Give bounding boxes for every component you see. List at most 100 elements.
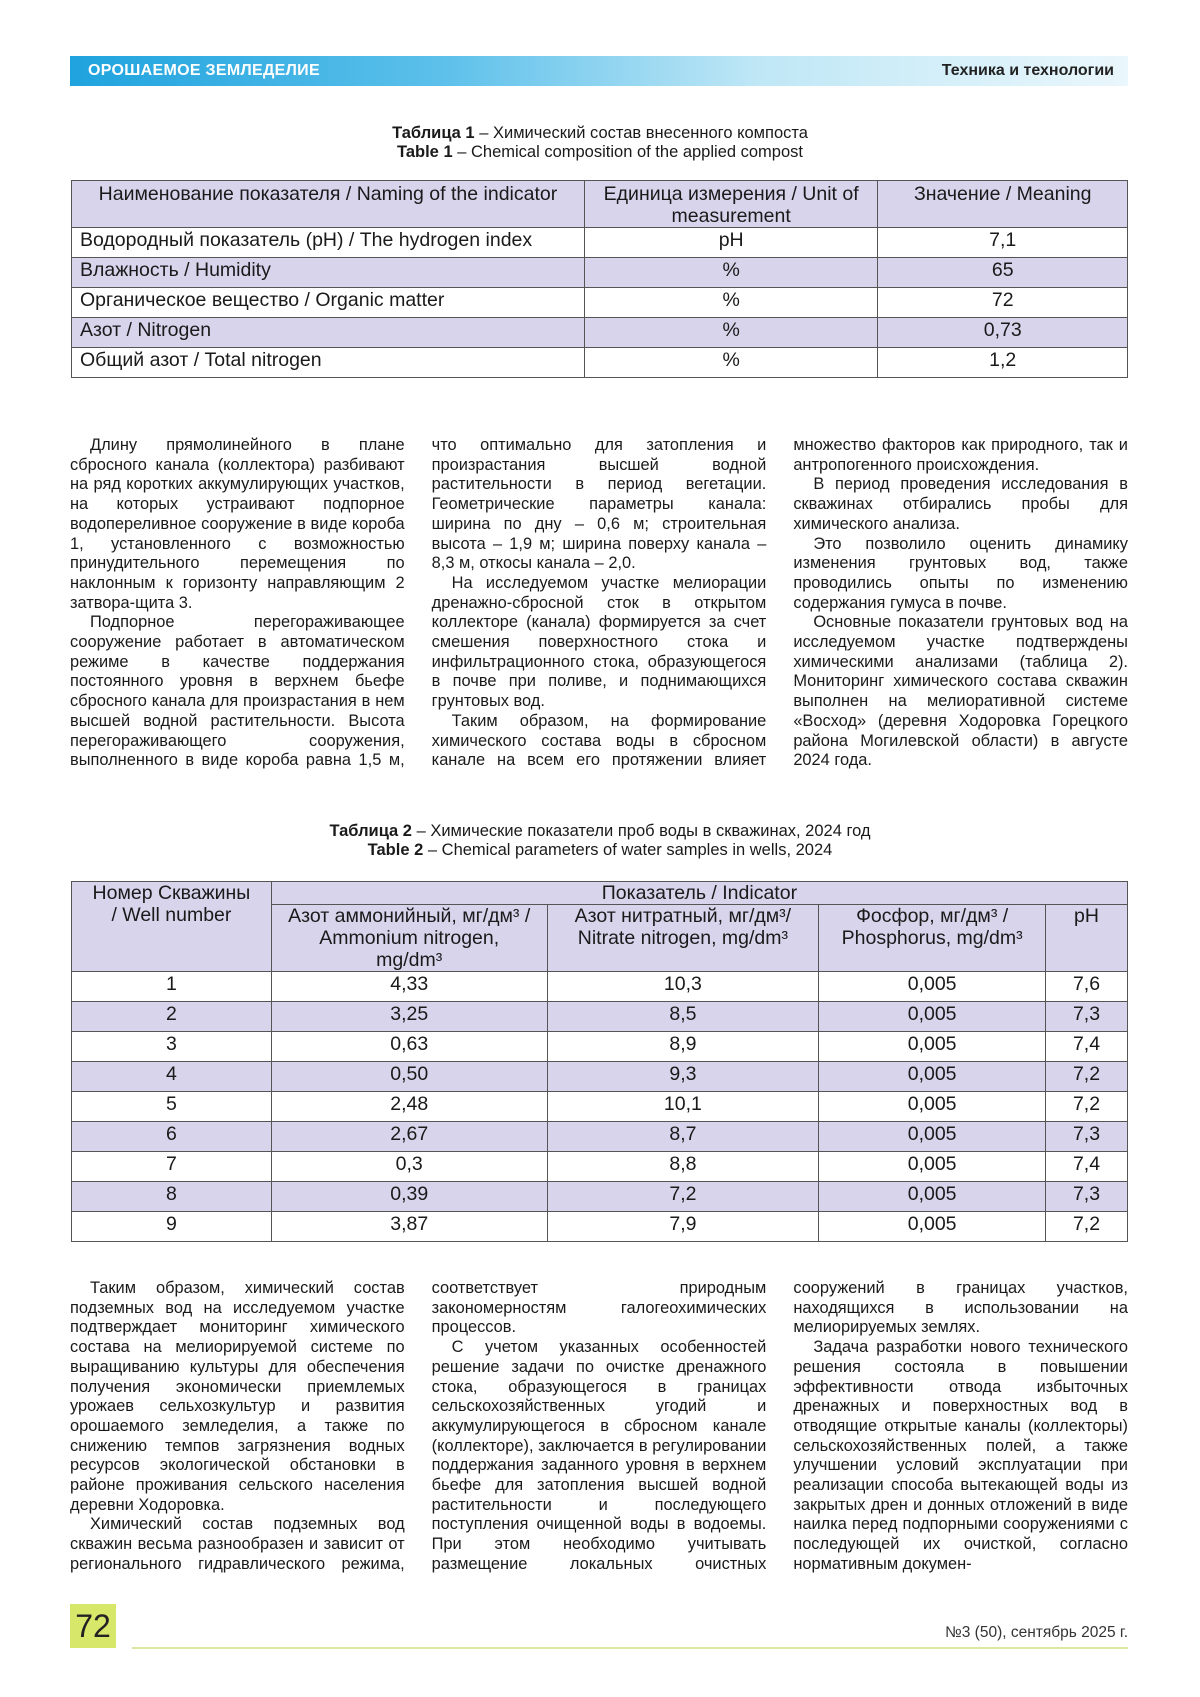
header-bar: ОРОШАЕМОЕ ЗЕМЛЕДЕЛИЕ Техника и технологи… [70, 56, 1128, 86]
table-cell: 0,005 [819, 1002, 1046, 1032]
header-cell: Единица измерения / Unit of measurement [584, 181, 878, 228]
table-row: Органическое вещество / Organic matter%7… [72, 288, 1128, 318]
text-columns: Длину прямолинейного в плане сбросного к… [70, 436, 1128, 778]
table-cell: 0,39 [271, 1182, 547, 1212]
table-cell: 8 [72, 1182, 272, 1212]
table-cell: 8,9 [547, 1032, 819, 1062]
header-cell: Азот нитратный, мг/дм³/ Nitrate nitrogen… [547, 905, 819, 972]
table-cell: 3 [72, 1032, 272, 1062]
table-cell: 0,50 [271, 1062, 547, 1092]
table-cell: 7,9 [547, 1212, 819, 1242]
text-columns: Таким образом, химический состав подземн… [70, 1279, 1128, 1579]
table-cell: pH [584, 228, 878, 258]
table-cell: Влажность / Humidity [72, 258, 585, 288]
paragraph: Это позволило оценить динамику изменения… [793, 535, 1128, 614]
paragraph: Основные показатели грунтовых вод на исс… [793, 613, 1128, 771]
caption-text: – Chemical parameters of water samples i… [428, 841, 832, 859]
table-cell: 7,3 [1046, 1002, 1128, 1032]
table-row: 14,3310,30,0057,6 [72, 972, 1128, 1002]
caption-label: Таблица 2 [329, 822, 412, 840]
table-cell: % [584, 318, 878, 348]
table-cell: 0,005 [819, 1182, 1046, 1212]
table-cell: 7,2 [1046, 1092, 1128, 1122]
header-cell: Значение / Meaning [878, 181, 1128, 228]
table-row: 40,509,30,0057,2 [72, 1062, 1128, 1092]
table-cell: 0,73 [878, 318, 1128, 348]
table-cell: 1,2 [878, 348, 1128, 378]
caption-label: Таблица 1 [392, 124, 475, 142]
table-cell: 6 [72, 1122, 272, 1152]
table-cell: 7,4 [1046, 1032, 1128, 1062]
table-cell: 72 [878, 288, 1128, 318]
table-cell: 0,005 [819, 1032, 1046, 1062]
table-cell: 10,3 [547, 972, 819, 1002]
rubric: Техника и технологии [942, 62, 1114, 80]
table-caption: Таблица 1 – Химический состав внесенного… [0, 124, 1200, 143]
issue-info: №3 (50), сентябрь 2025 г. [945, 1624, 1128, 1642]
table-cell: 7,2 [547, 1182, 819, 1212]
table-cell: 4 [72, 1062, 272, 1092]
table-cell: Водородный показатель (pH) / The hydroge… [72, 228, 585, 258]
caption-label: Table 1 [397, 143, 453, 161]
page-number: 72 [70, 1604, 116, 1648]
caption-text: – Chemical composition of the applied co… [457, 143, 803, 161]
table: Наименование показателя / Naming of the … [71, 180, 1128, 378]
table-cell: 0,005 [819, 1062, 1046, 1092]
caption-text: – Химические показатели проб воды в сква… [417, 822, 871, 840]
table-cell: 7,1 [878, 228, 1128, 258]
table-cell: 7,2 [1046, 1212, 1128, 1242]
table-cell: 8,8 [547, 1152, 819, 1182]
caption-label: Table 2 [368, 841, 424, 859]
table-cell: 10,1 [547, 1092, 819, 1122]
table-row: 30,638,90,0057,4 [72, 1032, 1128, 1062]
header-cell: Номер Скважины / Well number [72, 882, 272, 972]
table-cell: 5 [72, 1092, 272, 1122]
table-cell: 0,005 [819, 1092, 1046, 1122]
table-cell: 0,005 [819, 972, 1046, 1002]
table-cell: 0,005 [819, 1212, 1046, 1242]
table-cell: 0,63 [271, 1032, 547, 1062]
table-cell: Органическое вещество / Organic matter [72, 288, 585, 318]
table-row: Общий азот / Total nitrogen%1,2 [72, 348, 1128, 378]
table-cell: 7,3 [1046, 1122, 1128, 1152]
table-cell: % [584, 348, 878, 378]
paragraph: Таким образом, химический состав подземн… [70, 1279, 405, 1515]
table-cell: 7 [72, 1152, 272, 1182]
table-row: 70,38,80,0057,4 [72, 1152, 1128, 1182]
paragraph: Длину прямолинейного в плане сбросного к… [70, 436, 405, 613]
header-cell: Наименование показателя / Naming of the … [72, 181, 585, 228]
table-cell: 7,6 [1046, 972, 1128, 1002]
table-cell: 2,48 [271, 1092, 547, 1122]
table-cell: 8,5 [547, 1002, 819, 1032]
table-cell: 0,3 [271, 1152, 547, 1182]
table-caption: Таблица 2 – Химические показатели проб в… [0, 822, 1200, 841]
header-cell: Азот аммонийный, мг/дм³ / Ammonium nitro… [271, 905, 547, 972]
table-cell: 0,005 [819, 1152, 1046, 1182]
table-cell: Общий азот / Total nitrogen [72, 348, 585, 378]
header-cell: Показатель / Indicator [271, 882, 1127, 905]
table-cell: 3,25 [271, 1002, 547, 1032]
table-cell: 9,3 [547, 1062, 819, 1092]
table-row: Влажность / Humidity%65 [72, 258, 1128, 288]
header-cell: Фосфор, мг/дм³ / Phosphorus, mg/dm³ [819, 905, 1046, 972]
table-row: 23,258,50,0057,3 [72, 1002, 1128, 1032]
table-caption: Table 2 – Chemical parameters of water s… [0, 841, 1200, 860]
table-row: 80,397,20,0057,3 [72, 1182, 1128, 1212]
paragraph: На исследуемом участке мелиорации дренаж… [432, 574, 767, 712]
table-cell: % [584, 288, 878, 318]
paragraph: Задача разработки нового технического ре… [793, 1338, 1128, 1574]
table-cell: 4,33 [271, 972, 547, 1002]
table-row: 62,678,70,0057,3 [72, 1122, 1128, 1152]
table-cell: 9 [72, 1212, 272, 1242]
table-cell: 65 [878, 258, 1128, 288]
table-cell: 3,87 [271, 1212, 547, 1242]
caption-text: – Химический состав внесенного компоста [479, 124, 808, 142]
table-cell: 2 [72, 1002, 272, 1032]
table-cell: 1 [72, 972, 272, 1002]
table-row: Азот / Nitrogen%0,73 [72, 318, 1128, 348]
paragraph: В период проведения исследования в скваж… [793, 475, 1128, 534]
table-cell: 0,005 [819, 1122, 1046, 1152]
section-title: ОРОШАЕМОЕ ЗЕМЛЕДЕЛИЕ [88, 62, 320, 80]
table-cell: 2,67 [271, 1122, 547, 1152]
